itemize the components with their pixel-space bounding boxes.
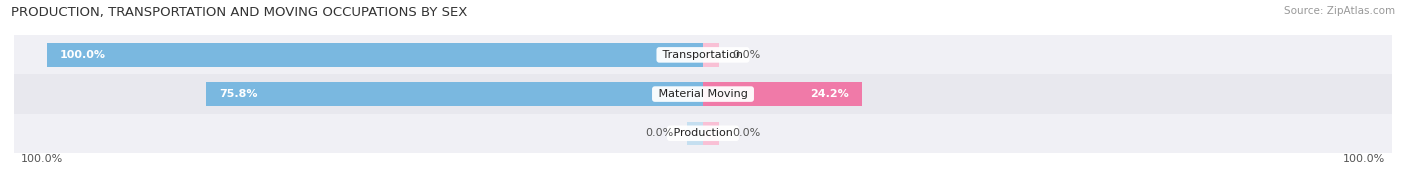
Bar xyxy=(14,114,1392,153)
Text: 0.0%: 0.0% xyxy=(645,128,673,138)
Bar xyxy=(14,35,1392,74)
Bar xyxy=(703,82,862,106)
Text: 100.0%: 100.0% xyxy=(21,154,63,164)
Text: 100.0%: 100.0% xyxy=(1343,154,1385,164)
Bar xyxy=(46,43,703,67)
Bar xyxy=(703,43,720,67)
Text: Source: ZipAtlas.com: Source: ZipAtlas.com xyxy=(1284,6,1395,16)
Text: 0.0%: 0.0% xyxy=(733,50,761,60)
Text: 75.8%: 75.8% xyxy=(219,89,257,99)
Bar xyxy=(205,82,703,106)
Text: Material Moving: Material Moving xyxy=(655,89,751,99)
Bar xyxy=(703,122,720,145)
Text: Transportation: Transportation xyxy=(659,50,747,60)
Bar xyxy=(686,122,703,145)
Text: 0.0%: 0.0% xyxy=(733,128,761,138)
Text: Production: Production xyxy=(669,128,737,138)
Text: 100.0%: 100.0% xyxy=(60,50,105,60)
Text: PRODUCTION, TRANSPORTATION AND MOVING OCCUPATIONS BY SEX: PRODUCTION, TRANSPORTATION AND MOVING OC… xyxy=(11,6,468,19)
Bar xyxy=(14,74,1392,114)
Text: 24.2%: 24.2% xyxy=(810,89,849,99)
